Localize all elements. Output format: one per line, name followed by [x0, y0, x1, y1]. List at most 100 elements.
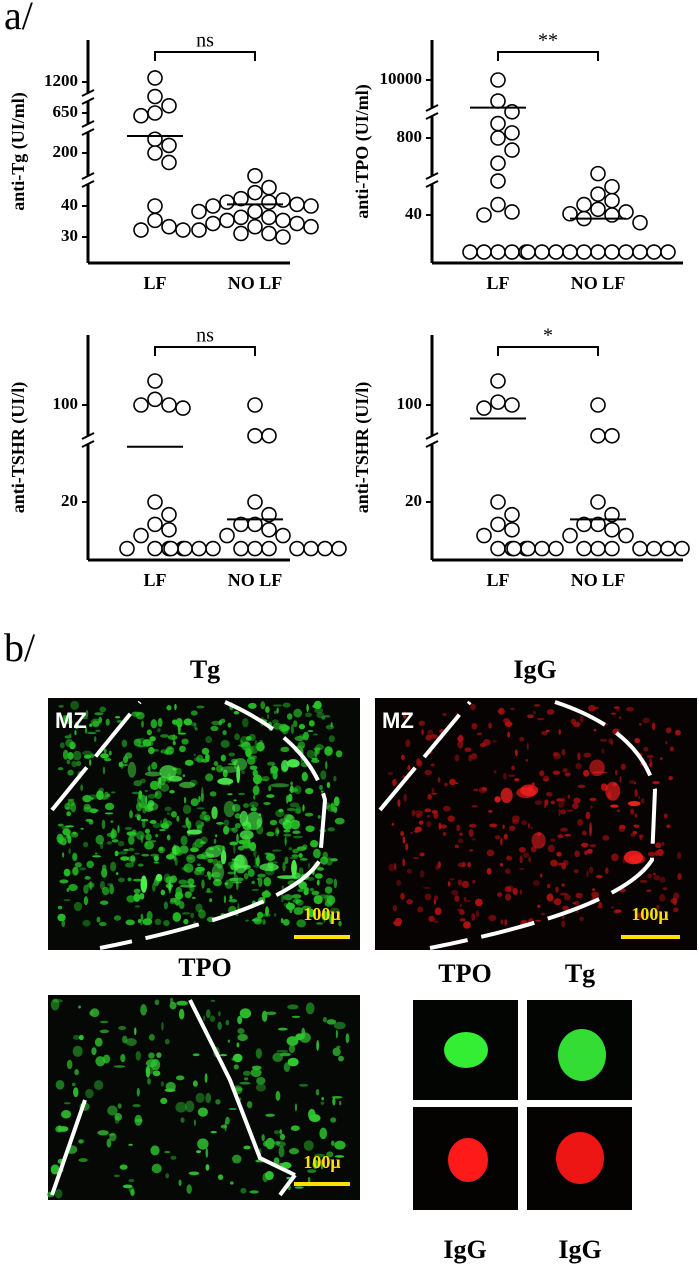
stain — [175, 886, 183, 897]
stain — [189, 722, 197, 726]
stain — [250, 1068, 262, 1078]
stain — [305, 712, 312, 718]
stain — [255, 1048, 262, 1059]
stain — [243, 1145, 251, 1150]
axis-break — [425, 436, 439, 444]
data-point — [247, 397, 263, 413]
stain — [205, 736, 213, 744]
stain — [500, 787, 513, 804]
stain — [539, 770, 545, 777]
stain — [215, 834, 218, 838]
stain — [297, 741, 306, 749]
stain — [433, 920, 439, 923]
stain — [160, 1097, 168, 1105]
stain — [203, 1015, 206, 1022]
stain — [186, 1184, 192, 1194]
stain — [227, 871, 236, 875]
stain — [388, 863, 395, 872]
data-point — [247, 218, 263, 235]
data-point — [490, 373, 506, 389]
stain — [94, 1037, 103, 1047]
stain — [493, 770, 497, 774]
data-point — [147, 373, 163, 389]
stain — [577, 752, 581, 761]
stain — [106, 1138, 112, 1148]
stain — [158, 846, 166, 854]
stain — [114, 715, 121, 719]
stain — [278, 1146, 285, 1158]
stain — [532, 710, 536, 715]
stain — [284, 837, 287, 845]
stain — [91, 797, 94, 800]
stain — [148, 740, 154, 747]
stain — [514, 777, 520, 782]
stain — [471, 913, 476, 921]
stain — [320, 790, 324, 793]
stain — [186, 857, 193, 860]
stain — [637, 912, 642, 919]
stain — [215, 764, 224, 773]
stain — [294, 1103, 298, 1112]
stain — [183, 918, 189, 925]
stain — [170, 1155, 177, 1160]
stain — [448, 1138, 488, 1182]
stain — [72, 831, 77, 835]
stain — [339, 1100, 342, 1106]
data-point — [191, 540, 207, 557]
stain — [186, 829, 203, 835]
stain — [324, 746, 333, 756]
stain — [133, 711, 143, 716]
data-point — [632, 244, 648, 260]
data-point — [247, 184, 263, 201]
stain — [181, 738, 189, 745]
stain — [488, 810, 493, 813]
stain — [651, 722, 656, 731]
data-point — [133, 397, 149, 413]
stain — [419, 870, 425, 878]
stain — [141, 853, 150, 857]
stain — [324, 900, 333, 907]
stain — [424, 808, 432, 813]
stain — [212, 858, 219, 866]
stain — [306, 749, 315, 759]
stain — [228, 1107, 238, 1111]
stain — [85, 1088, 94, 1099]
data-point — [205, 540, 221, 557]
stain — [229, 877, 239, 882]
stain — [656, 848, 664, 857]
stain — [283, 823, 293, 830]
stain — [330, 722, 333, 728]
stain — [467, 862, 471, 868]
stain — [233, 1064, 239, 1070]
stain — [245, 748, 252, 758]
stain — [295, 805, 302, 815]
stain — [117, 851, 128, 855]
stain — [177, 723, 181, 734]
stain — [424, 893, 432, 901]
stain — [307, 730, 314, 733]
stain — [662, 887, 668, 891]
stain — [94, 712, 104, 716]
stain — [144, 771, 162, 777]
stain — [520, 784, 539, 797]
stain — [159, 765, 177, 779]
stain — [289, 856, 299, 860]
y-tick-label: 30 — [61, 226, 78, 245]
stain — [103, 757, 112, 762]
stain — [470, 703, 476, 711]
stain — [290, 724, 294, 735]
stain — [184, 891, 192, 899]
data-point — [147, 131, 163, 148]
stain — [561, 797, 566, 804]
stain — [205, 753, 210, 762]
stain — [597, 905, 603, 909]
stain — [224, 879, 234, 889]
stain — [192, 1080, 198, 1087]
stain — [593, 728, 597, 732]
stain — [325, 724, 335, 730]
stain — [543, 775, 550, 782]
stain — [135, 905, 141, 908]
stain — [159, 828, 166, 831]
stain — [290, 781, 293, 786]
stain — [560, 827, 568, 832]
